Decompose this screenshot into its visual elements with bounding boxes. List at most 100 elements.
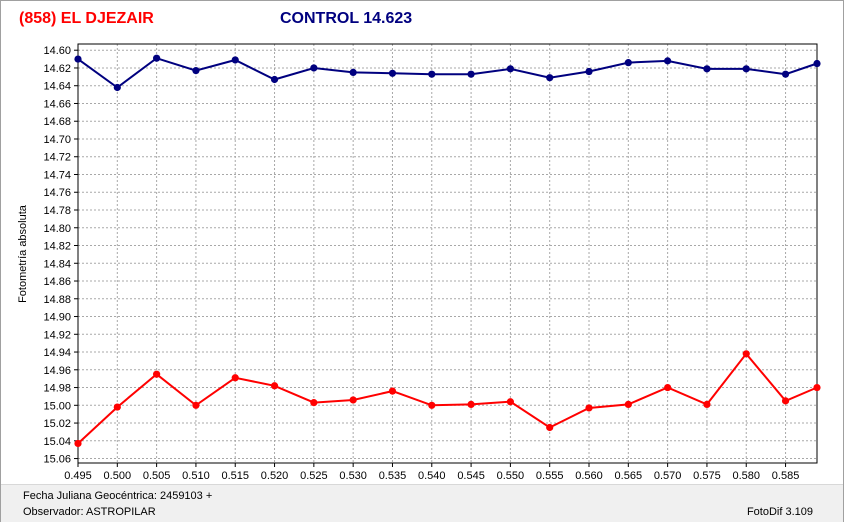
y-tick-label: 14.60 [43,45,71,57]
x-tick-label: 0.520 [261,470,289,482]
control-data-point [192,67,200,75]
control-data-point [74,55,82,63]
y-tick-label: 14.90 [43,312,71,324]
observer-label: Observador: ASTROPILAR [23,506,156,518]
x-tick-label: 0.500 [104,470,132,482]
y-tick-label: 14.64 [43,81,71,93]
control-data-point [664,57,672,65]
object-data-point [585,404,593,412]
y-tick-label: 15.02 [43,418,71,430]
control-data-point [310,64,318,72]
control-series [74,54,821,92]
y-tick-label: 14.62 [43,63,71,75]
light-curve-chart: 14.60 14.62 14.64 14.66 14.68 14.70 14.72 14.74… [17,43,821,482]
x-tick-label: 0.585 [772,470,800,482]
object-data-point [813,383,821,392]
object-data-point [388,387,397,395]
x-tick-label: 0.570 [654,470,682,482]
object-data-point [192,401,200,409]
object-data-point [153,370,161,378]
y-tick-label: 14.74 [43,169,71,181]
y-tick-label: 15.00 [43,400,71,412]
x-tick-label: 0.545 [457,470,485,482]
control-data-point [546,74,554,82]
control-data-point [153,54,161,62]
x-tick-label: 0.495 [64,470,92,482]
control-title: CONTROL 14.623 [280,10,413,27]
control-data-point [742,65,750,73]
plot-area [77,43,818,464]
y-tick-label: 14.84 [43,258,71,270]
x-tick-label: 0.550 [497,470,525,482]
object-title: (858) EL DJEZAIR [19,10,154,27]
object-data-point [546,423,554,432]
control-data-point [113,83,121,92]
object-data-point [349,396,357,404]
y-tick-label: 15.04 [43,436,71,448]
y-tick-label: 15.06 [43,454,71,466]
y-tick-label: 14.94 [43,347,71,359]
x-tick-label: 0.510 [182,470,210,482]
y-tick-label: 14.68 [43,116,71,128]
x-axis-ticks: 0.495 0.500 0.505 0.510 0.515 0.520 0.525 0.530… [64,463,799,482]
y-tick-label: 14.92 [43,329,71,341]
control-series-line [77,57,818,89]
control-data-point [388,69,397,77]
y-tick-label: 14.80 [43,223,71,235]
x-tick-label: 0.530 [339,470,367,482]
y-axis-label: Fotometría absoluta [17,204,29,303]
object-data-point [231,374,239,382]
y-tick-label: 14.86 [43,276,71,288]
object-series-line [77,352,818,445]
app-version: FotoDif 3.109 [746,506,813,518]
object-data-point [467,400,475,409]
y-tick-label: 14.76 [43,187,71,199]
object-data-point [310,399,318,407]
control-data-point [467,70,475,78]
y-tick-label: 14.72 [43,152,71,164]
y-tick-label: 14.98 [43,383,71,395]
control-data-point [781,70,790,78]
julian-date-label: Fecha Juliana Geocéntrica: 2459103 + [23,490,213,502]
control-data-point [428,70,436,78]
object-data-point [742,350,750,358]
control-data-point [585,67,593,76]
x-tick-label: 0.505 [143,470,171,482]
y-tick-label: 14.66 [43,98,71,110]
object-data-point [624,400,632,409]
x-tick-label: 0.580 [732,470,760,482]
object-series [74,350,821,448]
object-data-point [781,397,790,405]
x-tick-label: 0.575 [693,470,721,482]
y-tick-label: 14.78 [43,205,71,217]
y-tick-label: 14.70 [43,134,71,146]
control-data-point [813,59,821,68]
y-axis-ticks: 14.60 14.62 14.64 14.66 14.68 14.70 14.72 14.74… [43,45,78,466]
x-tick-label: 0.535 [379,470,407,482]
x-tick-label: 0.525 [300,470,328,482]
object-data-point [74,439,82,448]
y-tick-label: 14.82 [43,241,71,253]
control-data-point [624,59,632,67]
x-tick-label: 0.540 [418,470,446,482]
object-data-point [428,401,436,409]
control-data-point [349,68,357,77]
x-tick-label: 0.555 [536,470,564,482]
object-data-point [703,400,711,409]
object-data-point [664,383,672,392]
control-data-point [270,75,279,84]
y-tick-label: 14.88 [43,294,71,306]
series [74,54,821,448]
x-tick-label: 0.515 [221,470,249,482]
control-data-point [506,65,514,73]
status-footer: Fecha Juliana Geocéntrica: 2459103 + Obs… [1,484,843,522]
x-tick-label: 0.560 [575,470,603,482]
object-data-point [270,382,279,390]
y-tick-label: 14.96 [43,365,71,377]
object-data-point [506,398,514,406]
control-data-point [231,56,239,64]
x-tick-label: 0.565 [615,470,643,482]
object-data-point [113,403,121,411]
control-data-point [703,65,711,73]
